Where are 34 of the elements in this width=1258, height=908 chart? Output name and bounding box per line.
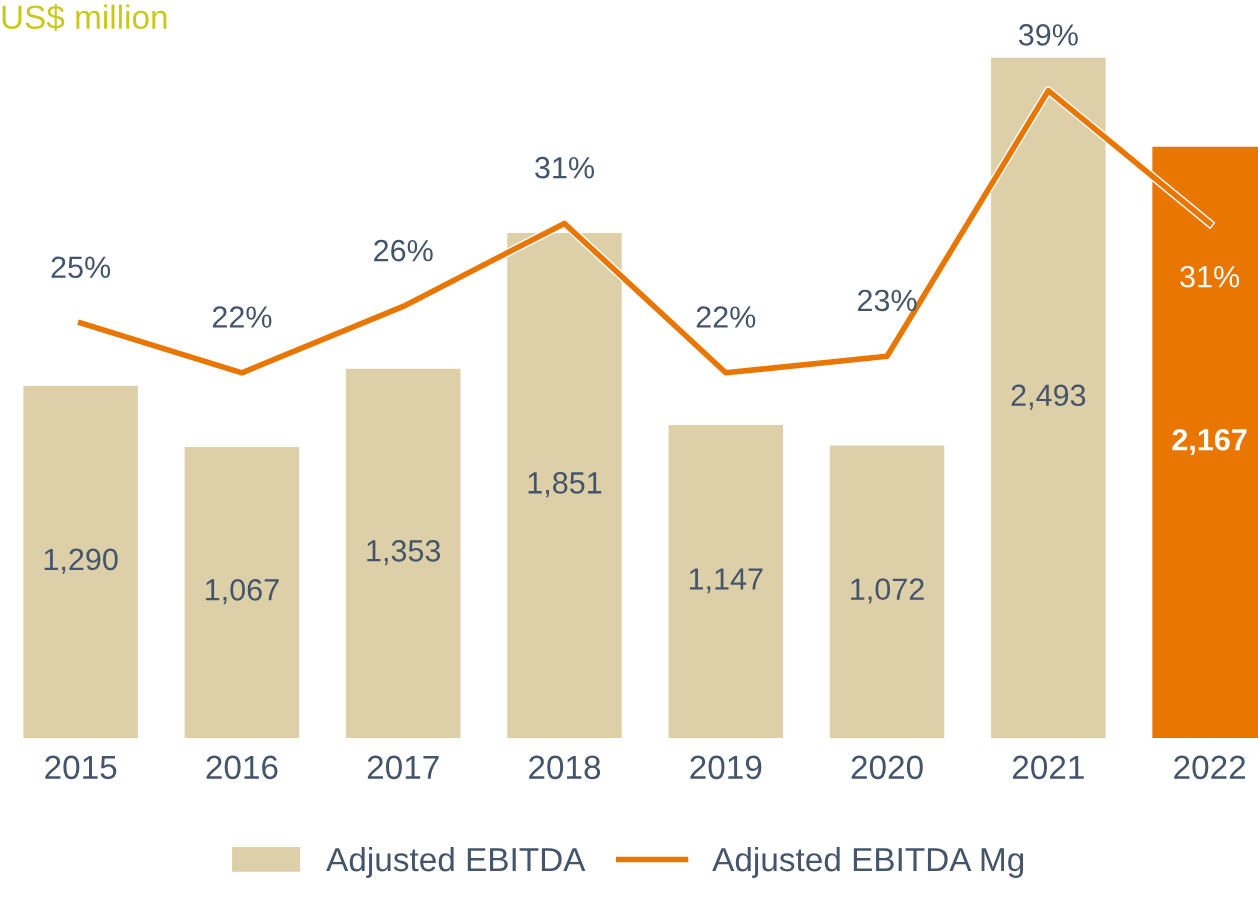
x-tick-label: 2019 xyxy=(690,755,762,780)
legend-label: Adjusted EBITDA Mg xyxy=(712,846,1024,878)
x-tick-label: 2022 xyxy=(1174,755,1246,780)
data-label: 22% xyxy=(212,306,272,328)
x-tick-label: 2020 xyxy=(851,755,923,780)
bar xyxy=(507,232,622,738)
x-tick-label: 2015 xyxy=(45,755,117,780)
data-label: 1,851 xyxy=(528,472,602,498)
bar xyxy=(345,368,461,738)
data-label: 1,072 xyxy=(851,578,924,604)
legend-label: Adjusted EBITDA xyxy=(326,846,586,878)
bar xyxy=(991,57,1106,738)
x-tick-label: 2018 xyxy=(529,755,601,780)
bar xyxy=(184,446,300,738)
x-tick-label: 2017 xyxy=(367,755,439,780)
data-label: 31% xyxy=(1180,265,1240,288)
data-label: 1,353 xyxy=(367,539,441,566)
data-label: 25% xyxy=(51,256,111,279)
bar xyxy=(23,386,138,738)
data-label: 2,167 xyxy=(1172,428,1247,456)
data-label: 31% xyxy=(535,156,594,179)
bar xyxy=(668,425,784,738)
x-tick-label: 2021 xyxy=(1012,755,1084,780)
bar xyxy=(829,445,945,738)
data-label: 1,147 xyxy=(689,568,763,594)
data-label: 1,067 xyxy=(206,579,279,605)
x-tick-label: 2016 xyxy=(206,755,278,780)
data-label: 23% xyxy=(858,289,917,312)
data-label: 2,493 xyxy=(1011,384,1086,410)
data-label: 39% xyxy=(1018,24,1078,46)
data-label: 26% xyxy=(374,239,433,262)
data-label: 1,290 xyxy=(44,548,118,574)
data-label: 22% xyxy=(696,306,756,328)
chart-title: US$ million xyxy=(2,4,167,32)
